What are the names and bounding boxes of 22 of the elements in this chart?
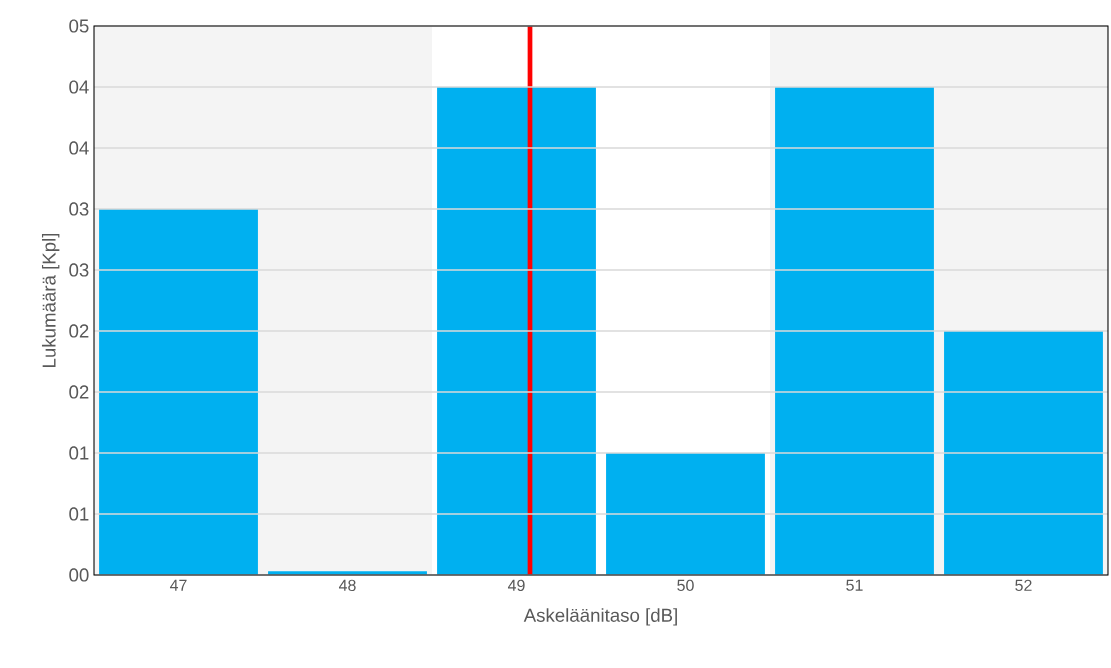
y-tick-label: 04 xyxy=(69,80,89,94)
x-tick-label: 50 xyxy=(677,579,694,592)
y-tick-label: 01 xyxy=(69,507,89,521)
y-tick-label: 03 xyxy=(69,263,89,277)
y-tick-label: 04 xyxy=(69,141,89,155)
y-axis-title: Lukumäärä [Kpl] xyxy=(41,233,60,367)
y-tick-label: 01 xyxy=(69,446,89,460)
y-tick-label: 05 xyxy=(69,19,89,33)
bar xyxy=(437,87,596,575)
x-tick-label: 49 xyxy=(507,579,525,592)
x-tick-label: 47 xyxy=(169,579,187,591)
bar xyxy=(606,452,765,575)
x-axis-title: Askeläänitaso [dB] xyxy=(523,608,677,626)
y-tick-label: 02 xyxy=(69,385,89,399)
y-tick-label: 03 xyxy=(69,202,89,216)
bar xyxy=(944,330,1103,575)
bar xyxy=(99,208,258,575)
y-tick-label: 02 xyxy=(69,324,89,338)
y-tick-label: 00 xyxy=(69,568,89,582)
x-tick-label: 52 xyxy=(1015,579,1032,592)
x-tick-label: 51 xyxy=(846,579,863,591)
x-tick-label: 48 xyxy=(338,579,356,592)
